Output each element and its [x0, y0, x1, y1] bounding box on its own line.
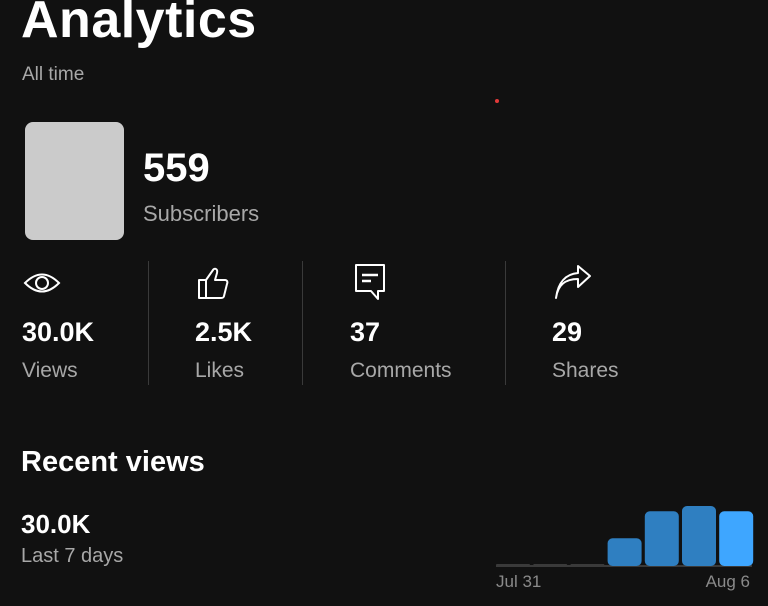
channel-avatar[interactable] [25, 122, 124, 240]
stat-views[interactable]: 30.0K Views [22, 262, 94, 382]
recent-views-value: 30.0K [21, 509, 91, 539]
chart-bar-aug-2[interactable] [570, 564, 605, 566]
views-label: Views [22, 359, 78, 382]
eye-icon [23, 273, 61, 293]
page-title: Analytics [21, 0, 257, 49]
chart-bar-aug-4[interactable] [644, 511, 679, 566]
stat-comments[interactable]: 37 Comments [350, 262, 452, 382]
share-icon [555, 265, 591, 299]
stat-shares[interactable]: 29 Shares [552, 262, 619, 382]
shares-label: Shares [552, 359, 619, 382]
thumbs-up-icon [198, 267, 229, 299]
x-tick-label: Aug 6 [706, 572, 750, 591]
divider [505, 261, 506, 385]
x-tick-label: Jul 31 [496, 572, 541, 591]
notification-dot [495, 99, 499, 103]
recent-views-period: Last 7 days [21, 545, 124, 567]
likes-value: 2.5K [195, 317, 253, 347]
chart-bar-jul-31[interactable] [496, 564, 530, 566]
recent-views-chart[interactable]: Jul 31 Aug 6 [494, 495, 754, 595]
chart-bar-aug-1[interactable] [533, 564, 568, 566]
chart-bar-aug-3[interactable] [607, 538, 642, 566]
chart-bar-aug-5[interactable] [682, 506, 716, 566]
time-range-label: All time [22, 64, 85, 85]
shares-value: 29 [552, 317, 583, 347]
subscriber-count: 559 [143, 146, 210, 190]
comment-icon [355, 264, 385, 300]
comments-value: 37 [350, 317, 381, 347]
divider [148, 261, 149, 385]
subscriber-label: Subscribers [143, 201, 260, 226]
recent-views-heading: Recent views [21, 446, 205, 478]
chart-bar-aug-6[interactable] [719, 511, 754, 566]
views-value: 30.0K [22, 317, 95, 347]
likes-label: Likes [195, 359, 245, 382]
stat-likes[interactable]: 2.5K Likes [195, 262, 252, 382]
comments-label: Comments [350, 359, 452, 382]
divider [302, 261, 303, 385]
